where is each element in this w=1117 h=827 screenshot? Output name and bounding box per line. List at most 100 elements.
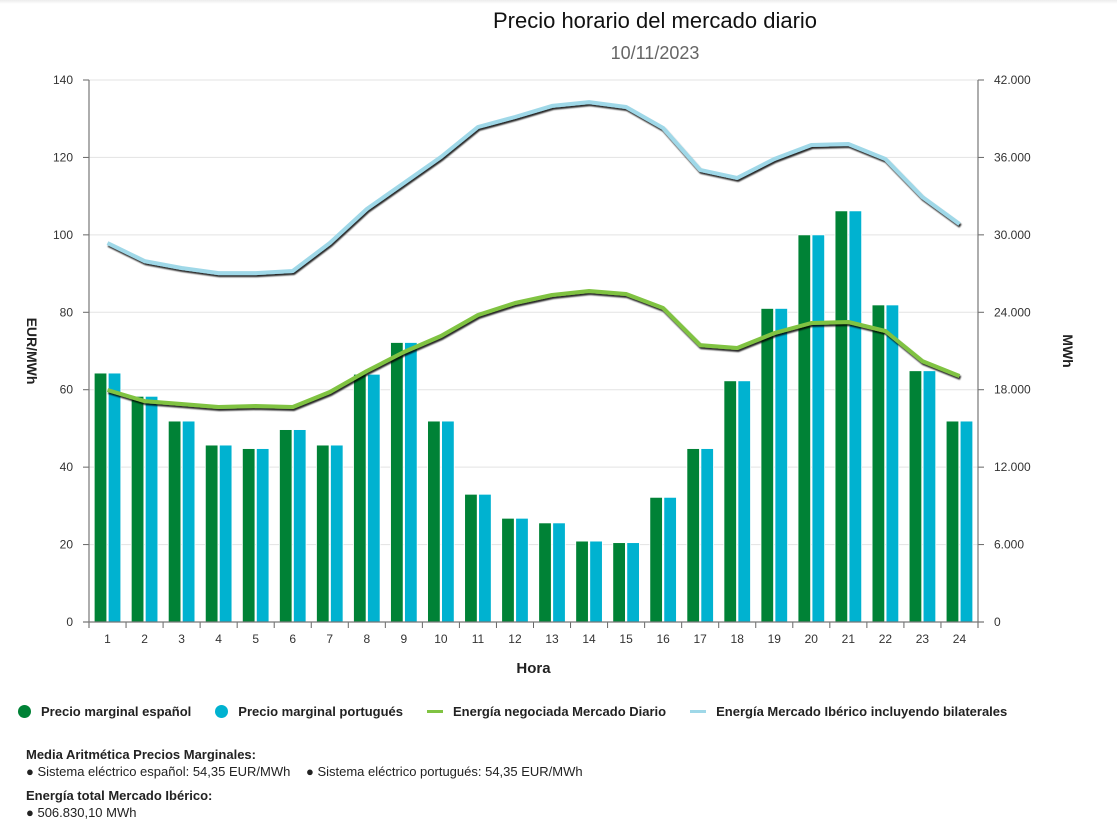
x-tick-label: 5	[252, 632, 259, 646]
legend-label-diario: Energía negociada Mercado Diario	[452, 704, 667, 719]
y-tick-label: 0	[66, 615, 73, 629]
bar-portugal	[700, 448, 714, 623]
y-tick-label: 120	[53, 150, 73, 164]
x-tick-label: 17	[694, 632, 708, 646]
y2-tick-label: 24.000	[994, 305, 1031, 319]
bar-spain	[760, 308, 774, 623]
x-tick-label: 8	[363, 632, 370, 646]
bar-portugal	[663, 496, 677, 623]
x-tick-label: 16	[656, 632, 670, 646]
bar-spain	[353, 373, 367, 623]
avg-price-spain: ● Sistema eléctrico español: 54,35 EUR/M…	[26, 764, 291, 779]
bar-portugal	[848, 210, 863, 623]
bar-spain	[241, 448, 256, 623]
x-tick-label: 9	[401, 632, 408, 646]
legend-label-portugal: Precio marginal portugués	[238, 704, 403, 719]
bar-spain	[427, 420, 441, 623]
bar-portugal	[922, 370, 937, 623]
line-iberico	[106, 100, 961, 276]
x-tick-label: 24	[953, 632, 967, 646]
axes	[83, 79, 984, 628]
x-tick-label: 7	[326, 632, 333, 646]
legend-line-iberico-icon	[690, 710, 707, 713]
y2-tick-label: 12.000	[994, 460, 1031, 474]
bar-spain	[279, 429, 293, 623]
bar-spain	[908, 370, 923, 623]
bar-portugal	[218, 444, 233, 623]
energy-total-header: Energía total Mercado Ibérico:	[26, 788, 213, 803]
x-tick-label: 21	[842, 632, 856, 646]
x-tick-label: 11	[472, 632, 485, 646]
bar-portugal	[367, 373, 381, 623]
bar-spain	[575, 540, 589, 623]
top-shadow	[0, 0, 1117, 4]
y-tick-label: 40	[60, 460, 74, 474]
stats-panel: Media Aritmética Precios Marginales: ● S…	[26, 746, 595, 821]
x-tick-label: 13	[545, 632, 559, 646]
legend: Precio marginal español Precio marginal …	[18, 704, 1031, 719]
bar-portugal	[774, 308, 788, 623]
avg-price-portugal: ● Sistema eléctrico portugués: 54,35 EUR…	[305, 764, 583, 779]
x-tick-label: 23	[916, 632, 930, 646]
y2-tick-label: 36.000	[994, 150, 1031, 164]
x-tick-label: 12	[508, 632, 522, 646]
chart: 02040608010012014006.00012.00018.00024.0…	[24, 73, 1076, 677]
lines	[106, 100, 961, 409]
avg-prices-row: ● Sistema eléctrico español: 54,35 EUR/M…	[26, 763, 595, 780]
bar-spain	[501, 517, 515, 623]
gridlines	[89, 79, 978, 546]
legend-label-spain: Precio marginal español	[41, 704, 192, 719]
bar-spain	[464, 493, 478, 623]
energy-total-value: ● 506.830,10 MWh	[26, 805, 137, 820]
y-axis-title: EUR/MWh	[24, 318, 40, 385]
line-diario	[106, 289, 961, 409]
bar-portugal	[144, 395, 159, 623]
legend-dot-spain-icon	[18, 705, 31, 718]
bar-portugal	[589, 540, 603, 623]
y-tick-label: 20	[60, 538, 74, 552]
bar-spain	[686, 448, 700, 623]
bar-spain	[834, 210, 849, 623]
x-tick-label: 15	[619, 632, 633, 646]
legend-item-iberico[interactable]: Energía Mercado Ibérico incluyendo bilat…	[690, 704, 1007, 719]
bar-portugal	[255, 448, 270, 623]
x-tick-label: 18	[731, 632, 745, 646]
y2-tick-label: 42.000	[994, 73, 1031, 87]
y-tick-label: 140	[53, 73, 73, 87]
bar-portugal	[885, 304, 900, 623]
chart-subtitle: 10/11/2023	[610, 43, 700, 63]
bar-portugal	[626, 542, 640, 623]
y2-tick-label: 18.000	[994, 383, 1031, 397]
legend-item-portugal[interactable]: Precio marginal portugués	[215, 704, 403, 719]
x-tick-label: 2	[141, 632, 148, 646]
bar-portugal	[441, 420, 455, 623]
y2-tick-label: 30.000	[994, 228, 1031, 242]
x-axis-title: Hora	[516, 660, 551, 677]
bar-spain	[538, 522, 552, 623]
bar-spain	[316, 444, 330, 623]
bar-spain	[167, 420, 182, 623]
bar-portugal	[330, 444, 344, 623]
bar-spain	[390, 342, 404, 623]
bar-spain	[797, 234, 812, 623]
bar-spain	[945, 420, 960, 623]
x-tick-label: 22	[879, 632, 893, 646]
x-tick-label: 20	[805, 632, 819, 646]
bar-portugal	[811, 234, 826, 623]
legend-dot-portugal-icon	[215, 705, 229, 718]
x-tick-label: 4	[215, 632, 222, 646]
axis-labels: 02040608010012014006.00012.00018.00024.0…	[24, 73, 1076, 677]
avg-prices-header: Media Aritmética Precios Marginales:	[26, 747, 256, 762]
x-tick-label: 1	[104, 632, 111, 646]
bar-spain	[612, 542, 626, 623]
legend-item-spain[interactable]: Precio marginal español	[18, 704, 191, 719]
bar-spain	[204, 444, 219, 623]
bar-portugal	[181, 420, 196, 623]
bar-portugal	[293, 429, 307, 623]
bar-spain	[649, 496, 663, 623]
bar-portugal	[959, 420, 974, 623]
bar-portugal	[107, 372, 122, 623]
bar-portugal	[404, 342, 418, 623]
legend-item-diario[interactable]: Energía negociada Mercado Diario	[426, 704, 667, 719]
x-tick-label: 6	[289, 632, 296, 646]
